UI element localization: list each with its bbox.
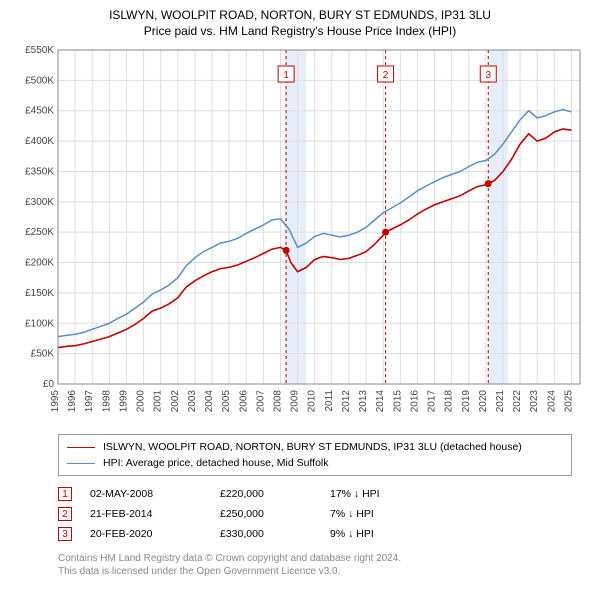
event-date-1: 02-MAY-2008 [90, 488, 220, 500]
svg-text:1: 1 [283, 70, 289, 81]
svg-text:£100K: £100K [25, 318, 54, 329]
chart-plot-area: £0 £50K £100K £150K £200K £250K £300K £350K £400… [10, 44, 590, 424]
event-delta-3: 9% ↓ HPI [330, 528, 450, 540]
legend-row-price-paid: ISLWYN, WOOLPIT ROAD, NORTON, BURY ST ED… [67, 439, 563, 455]
svg-text:£50K: £50K [31, 349, 55, 360]
svg-text:£150K: £150K [25, 288, 54, 299]
svg-text:2009: 2009 [290, 390, 301, 413]
chart-subtitle: Price paid vs. HM Land Registry's House … [10, 24, 590, 38]
legend-label-hpi: HPI: Average price, detached house, Mid … [103, 457, 329, 469]
svg-text:2015: 2015 [392, 390, 403, 413]
svg-text:2023: 2023 [529, 390, 540, 413]
svg-text:£350K: £350K [25, 166, 54, 177]
svg-text:2001: 2001 [153, 390, 164, 413]
svg-text:£300K: £300K [25, 197, 54, 208]
event-date-3: 20-FEB-2020 [90, 528, 220, 540]
legend-swatch-red [67, 447, 95, 448]
legend-label-price-paid: ISLWYN, WOOLPIT ROAD, NORTON, BURY ST ED… [103, 441, 522, 453]
titles-block: ISLWYN, WOOLPIT ROAD, NORTON, BURY ST ED… [10, 8, 590, 38]
svg-text:2025: 2025 [563, 390, 574, 413]
svg-text:2017: 2017 [427, 390, 438, 413]
svg-text:2019: 2019 [461, 390, 472, 413]
legend-row-hpi: HPI: Average price, detached house, Mid … [67, 455, 563, 471]
svg-text:2006: 2006 [238, 390, 249, 413]
svg-text:1997: 1997 [84, 390, 95, 413]
event-delta-1: 17% ↓ HPI [330, 488, 450, 500]
footer-line-1: Contains HM Land Registry data © Crown c… [58, 552, 572, 565]
svg-text:2003: 2003 [187, 390, 198, 413]
chart-container: ISLWYN, WOOLPIT ROAD, NORTON, BURY ST ED… [0, 0, 600, 586]
event-price-2: £250,000 [220, 508, 330, 520]
svg-text:2016: 2016 [409, 390, 420, 413]
events-table: 1 02-MAY-2008 £220,000 17% ↓ HPI 2 21-FE… [58, 484, 572, 544]
chart-title: ISLWYN, WOOLPIT ROAD, NORTON, BURY ST ED… [10, 8, 590, 22]
svg-text:2022: 2022 [512, 390, 523, 413]
footer-attribution: Contains HM Land Registry data © Crown c… [58, 552, 572, 578]
event-price-1: £220,000 [220, 488, 330, 500]
event-row-1: 1 02-MAY-2008 £220,000 17% ↓ HPI [58, 484, 572, 504]
svg-text:2021: 2021 [495, 390, 506, 413]
svg-text:2008: 2008 [272, 390, 283, 413]
event-row-2: 2 21-FEB-2014 £250,000 7% ↓ HPI [58, 504, 572, 524]
svg-text:2018: 2018 [444, 390, 455, 413]
svg-text:1995: 1995 [50, 390, 61, 413]
svg-text:2013: 2013 [358, 390, 369, 413]
svg-text:2020: 2020 [478, 390, 489, 413]
svg-text:1996: 1996 [67, 390, 78, 413]
event-price-3: £330,000 [220, 528, 330, 540]
svg-text:2002: 2002 [170, 390, 181, 413]
event-date-2: 21-FEB-2014 [90, 508, 220, 520]
svg-text:£200K: £200K [25, 258, 54, 269]
svg-text:£450K: £450K [25, 106, 54, 117]
svg-text:£250K: £250K [25, 227, 54, 238]
svg-text:1998: 1998 [101, 390, 112, 413]
svg-text:2004: 2004 [204, 390, 215, 413]
svg-text:2012: 2012 [341, 390, 352, 413]
svg-text:3: 3 [485, 70, 491, 81]
footer-line-2: This data is licensed under the Open Gov… [58, 565, 572, 578]
svg-text:2014: 2014 [375, 390, 386, 413]
svg-text:2000: 2000 [136, 390, 147, 413]
event-marker-1: 1 [58, 487, 72, 501]
svg-text:2007: 2007 [255, 390, 266, 413]
event-row-3: 3 20-FEB-2020 £330,000 9% ↓ HPI [58, 524, 572, 544]
svg-text:2: 2 [383, 70, 389, 81]
svg-text:£500K: £500K [25, 75, 54, 86]
svg-text:£550K: £550K [25, 45, 54, 56]
svg-text:£400K: £400K [25, 136, 54, 147]
legend-swatch-blue [67, 463, 95, 464]
line-chart-svg: £0 £50K £100K £150K £200K £250K £300K £350K £400… [10, 44, 590, 424]
svg-text:2024: 2024 [546, 390, 557, 413]
svg-text:1999: 1999 [118, 390, 129, 413]
svg-text:2010: 2010 [307, 390, 318, 413]
svg-text:2005: 2005 [221, 390, 232, 413]
event-marker-2: 2 [58, 507, 72, 521]
event-delta-2: 7% ↓ HPI [330, 508, 450, 520]
legend-box: ISLWYN, WOOLPIT ROAD, NORTON, BURY ST ED… [58, 434, 572, 476]
svg-text:2011: 2011 [324, 390, 335, 412]
event-marker-3: 3 [58, 527, 72, 541]
svg-text:£0: £0 [43, 379, 55, 390]
